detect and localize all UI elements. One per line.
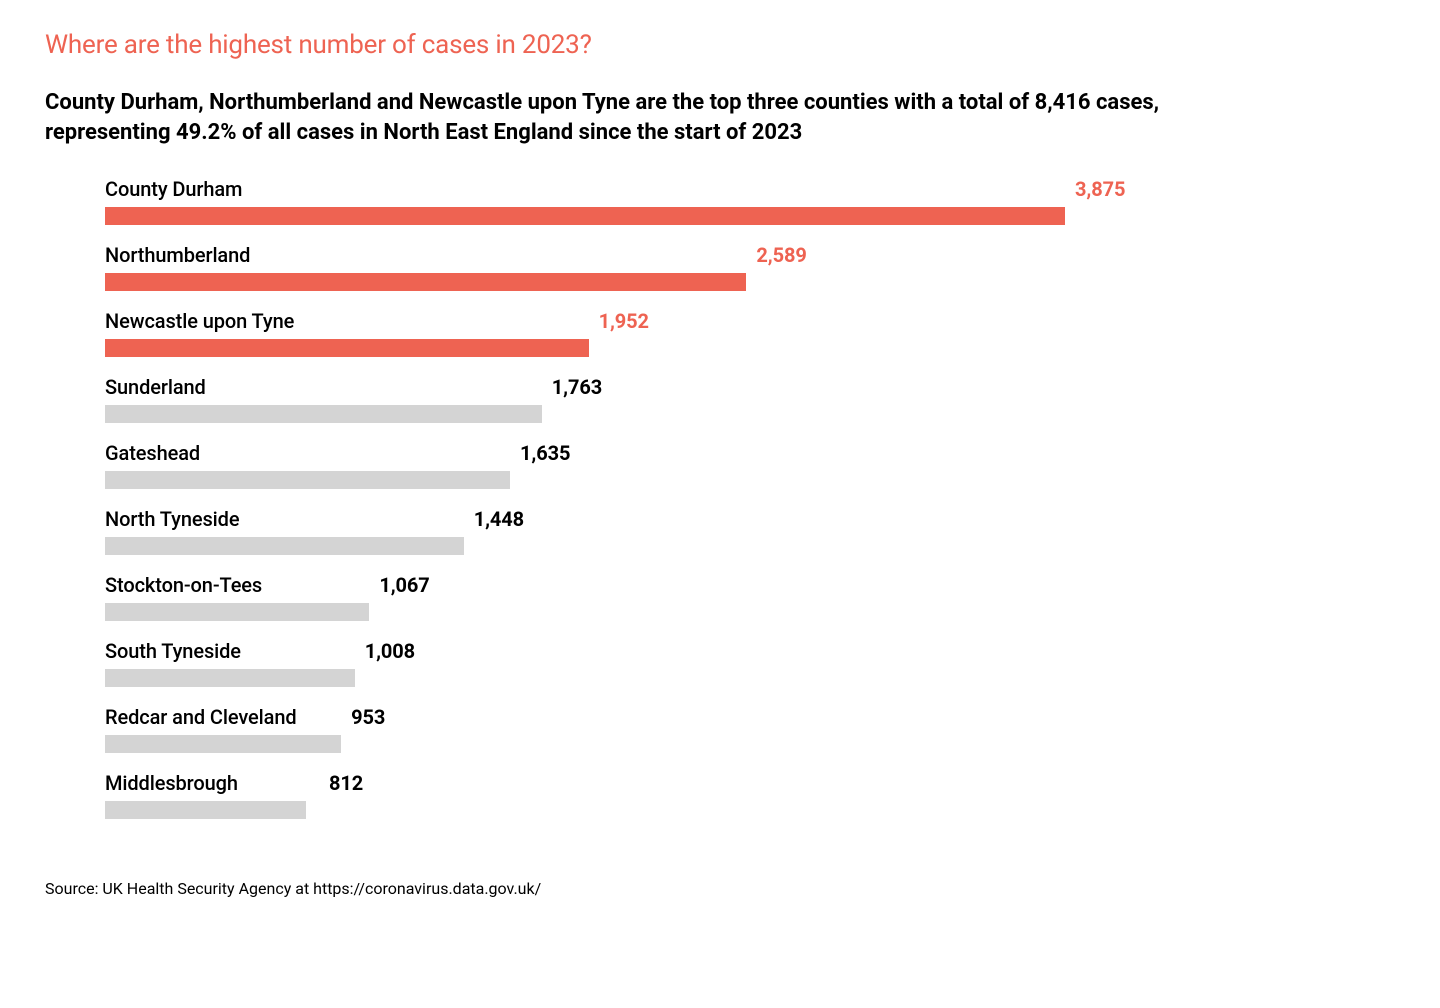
bar-track (105, 405, 1285, 423)
bar-row: Redcar and Cleveland 953 (105, 705, 1285, 753)
bar-track (105, 471, 1285, 489)
bar-value-label: 2,589 (756, 243, 806, 267)
bar-row: Newcastle upon Tyne 1,952 (105, 309, 1285, 357)
bar-fill (105, 537, 464, 555)
bar-value-label: 1,635 (520, 441, 570, 465)
bar-county-label: Stockton-on-Tees (105, 573, 325, 597)
bar-value-label: 1,448 (474, 507, 524, 531)
bar-row: Stockton-on-Tees 1,067 (105, 573, 1285, 621)
bar-county-label: North Tyneside (105, 507, 325, 531)
bar-fill (105, 471, 510, 489)
bar-value-label: 812 (329, 771, 363, 795)
bar-county-label: Middlesbrough (105, 771, 325, 795)
bar-track (105, 669, 1285, 687)
bar-county-label: Newcastle upon Tyne (105, 309, 325, 333)
bar-row: South Tyneside 1,008 (105, 639, 1285, 687)
bar-track (105, 273, 1285, 291)
bar-track (105, 735, 1285, 753)
bar-value-label: 3,875 (1075, 177, 1125, 201)
bar-fill (105, 801, 306, 819)
chart-subtitle: County Durham, Northumberland and Newcas… (45, 88, 1245, 147)
bar-value-label: 1,952 (599, 309, 649, 333)
bar-county-label: Sunderland (105, 375, 325, 399)
bar-row: County Durham 3,875 (105, 177, 1285, 225)
bar-value-label: 1,008 (365, 639, 415, 663)
bar-track (105, 339, 1285, 357)
bar-fill (105, 405, 542, 423)
chart-source: Source: UK Health Security Agency at htt… (45, 879, 1395, 898)
bar-row: Northumberland 2,589 (105, 243, 1285, 291)
bar-value-label: 1,763 (552, 375, 602, 399)
bar-fill (105, 735, 341, 753)
bar-row: Gateshead 1,635 (105, 441, 1285, 489)
bar-value-label: 953 (351, 705, 385, 729)
bar-chart: County Durham 3,875 Northumberland 2,589 New… (45, 177, 1285, 819)
bar-county-label: South Tyneside (105, 639, 325, 663)
bar-track (105, 801, 1285, 819)
bar-county-label: County Durham (105, 177, 325, 201)
bar-county-label: Gateshead (105, 441, 325, 465)
bar-track (105, 537, 1285, 555)
bar-fill (105, 273, 746, 291)
bar-county-label: Northumberland (105, 243, 325, 267)
bar-row: North Tyneside 1,448 (105, 507, 1285, 555)
bar-row: Sunderland 1,763 (105, 375, 1285, 423)
bar-track (105, 207, 1285, 225)
bar-fill (105, 207, 1065, 225)
bar-fill (105, 603, 369, 621)
bar-fill (105, 669, 355, 687)
bar-row: Middlesbrough812 (105, 771, 1285, 819)
bar-track (105, 603, 1285, 621)
bar-value-label: 1,067 (379, 573, 429, 597)
bar-county-label: Redcar and Cleveland (105, 705, 325, 729)
chart-title: Where are the highest number of cases in… (45, 30, 1395, 60)
bar-fill (105, 339, 589, 357)
